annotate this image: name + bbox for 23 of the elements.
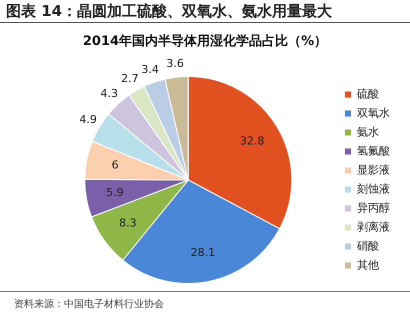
data-label: 4.9 (79, 113, 97, 126)
data-label: 8.3 (119, 216, 137, 230)
chart-subtitle: 2014年国内半导体用湿化学品占比（%） (82, 33, 328, 50)
legend-label: 氨水 (357, 125, 379, 138)
legend-label: 显影液 (357, 163, 390, 176)
legend-label: 硝酸 (356, 239, 379, 252)
data-label: 6 (112, 158, 119, 172)
data-label: 3.4 (141, 62, 159, 76)
data-label: 5.9 (106, 186, 124, 200)
data-label: 32.8 (240, 134, 264, 148)
legend-label: 双氧水 (357, 106, 390, 120)
legend-label: 其他 (357, 258, 379, 272)
data-label: 3.6 (166, 57, 184, 70)
data-label: 2.7 (121, 72, 139, 86)
legend-label: 氢氟酸 (357, 144, 390, 158)
data-label: 4.3 (100, 87, 118, 100)
text: 资料来源：中国电子材料行业协会 (14, 298, 164, 311)
legend-label: 刻蚀液 (357, 182, 390, 196)
chart-title: 图表 14：晶圆加工硫酸、双氧水、氨水用量最大 (6, 2, 332, 21)
legend-label: 异丙醇 (357, 201, 390, 214)
legend-label: 剥离液 (357, 220, 390, 234)
data-label: 28.1 (190, 246, 216, 259)
legend-label: 硫酸 (357, 87, 379, 100)
